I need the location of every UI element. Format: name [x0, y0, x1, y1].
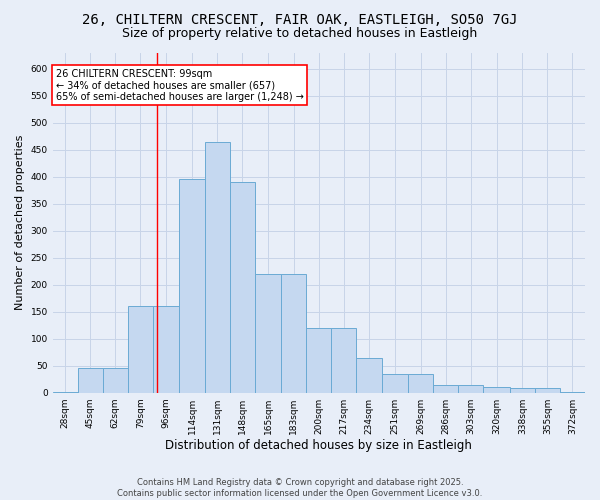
Bar [356, 358, 382, 392]
Text: 26 CHILTERN CRESCENT: 99sqm
← 34% of detached houses are smaller (657)
65% of se: 26 CHILTERN CRESCENT: 99sqm ← 34% of det… [56, 68, 304, 102]
Bar [535, 388, 560, 392]
Bar [510, 388, 535, 392]
Bar [230, 182, 254, 392]
Bar [179, 180, 205, 392]
Text: Size of property relative to detached houses in Eastleigh: Size of property relative to detached ho… [122, 28, 478, 40]
Bar [306, 328, 331, 392]
Bar [128, 306, 153, 392]
Bar [103, 368, 128, 392]
Bar [254, 274, 281, 392]
Bar [433, 384, 458, 392]
Bar [281, 274, 306, 392]
Bar [458, 384, 483, 392]
Y-axis label: Number of detached properties: Number of detached properties [15, 135, 25, 310]
Bar [205, 142, 230, 392]
Bar [408, 374, 433, 392]
Text: 26, CHILTERN CRESCENT, FAIR OAK, EASTLEIGH, SO50 7GJ: 26, CHILTERN CRESCENT, FAIR OAK, EASTLEI… [82, 12, 518, 26]
Bar [382, 374, 408, 392]
Bar [331, 328, 356, 392]
Text: Contains HM Land Registry data © Crown copyright and database right 2025.
Contai: Contains HM Land Registry data © Crown c… [118, 478, 482, 498]
Bar [78, 368, 103, 392]
Bar [153, 306, 179, 392]
Bar [483, 388, 510, 392]
X-axis label: Distribution of detached houses by size in Eastleigh: Distribution of detached houses by size … [166, 440, 472, 452]
